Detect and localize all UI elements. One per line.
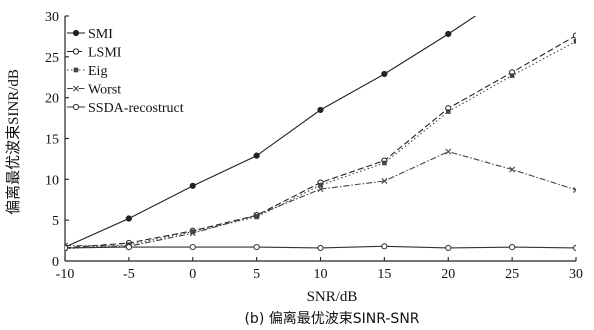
data-point-marker xyxy=(189,244,196,251)
y-tick-label: 20 xyxy=(45,92,59,107)
data-point-marker xyxy=(73,85,79,92)
x-axis-label: SNR/dB xyxy=(307,289,358,305)
x-tick-label: 20 xyxy=(441,267,455,282)
data-point-marker xyxy=(317,106,324,114)
y-tick-label: 30 xyxy=(45,10,59,25)
data-point-marker xyxy=(253,152,260,159)
legend: SMI LSMI Eig Worst SSDA-recostruct xyxy=(67,27,184,116)
data-point-marker xyxy=(317,244,324,252)
x-tick-label: 5 xyxy=(253,267,260,282)
x-tick-label: 30 xyxy=(569,267,583,282)
legend-label: SMI xyxy=(88,27,113,42)
data-point-marker xyxy=(72,48,80,55)
series-line xyxy=(65,40,576,250)
data-point-marker xyxy=(381,243,388,250)
data-point-marker xyxy=(445,30,452,38)
legend-label: LSMI xyxy=(88,46,122,61)
data-point-marker xyxy=(189,230,196,237)
series-smi xyxy=(65,16,477,251)
y-tick-label: 0 xyxy=(52,255,59,270)
x-tick-label: 25 xyxy=(505,267,519,282)
data-point-marker xyxy=(190,229,196,234)
legend-item: SSDA-recostruct xyxy=(67,101,184,116)
figure-caption: (b) 偏离最优波束SINR-SNR xyxy=(244,310,419,327)
data-point-marker xyxy=(125,244,132,251)
data-point-marker xyxy=(445,109,451,114)
legend-item: Worst xyxy=(67,83,121,98)
legend-item: LSMI xyxy=(67,46,122,61)
data-point-marker xyxy=(317,186,324,193)
data-point-marker xyxy=(572,32,576,39)
series-line xyxy=(65,16,477,248)
legend-label: Worst xyxy=(88,83,121,98)
legend-item: Eig xyxy=(67,64,107,79)
data-point-marker xyxy=(254,214,259,220)
x-tick-label: -5 xyxy=(123,267,135,282)
series-lsmi xyxy=(65,32,576,252)
axes: -10 -5 0 5 10 15 20 25 30 0 5 10 15 20 25 30 xyxy=(45,10,583,282)
data-point-marker xyxy=(573,186,576,193)
series-line xyxy=(65,151,576,247)
data-point-marker xyxy=(65,244,69,252)
data-point-marker xyxy=(253,244,260,251)
data-point-marker xyxy=(509,73,515,78)
data-point-marker xyxy=(318,182,323,188)
x-tick-label: 0 xyxy=(189,267,196,282)
data-point-marker xyxy=(125,215,132,222)
y-tick-label: 25 xyxy=(45,51,59,66)
data-point-marker xyxy=(509,244,516,251)
data-point-marker xyxy=(253,212,260,219)
data-point-marker xyxy=(382,160,387,166)
legend-item: SMI xyxy=(67,27,113,42)
series-worst xyxy=(65,148,576,250)
data-point-marker xyxy=(381,70,388,78)
series-ssda-recostruct xyxy=(65,243,576,252)
legend-label: SSDA-recostruct xyxy=(88,101,184,116)
data-point-marker xyxy=(189,182,196,189)
x-tick-label: 10 xyxy=(314,267,328,282)
data-point-marker xyxy=(445,148,452,155)
data-point-marker xyxy=(73,67,79,73)
data-point-marker xyxy=(573,39,576,44)
y-tick-label: 10 xyxy=(45,173,59,188)
data-point-marker xyxy=(445,244,452,252)
y-tick-label: 15 xyxy=(45,133,59,148)
y-axis-label: 偏离最优波束SINR/dB xyxy=(5,69,22,215)
data-point-marker xyxy=(72,103,80,111)
series-eig xyxy=(65,39,576,252)
data-point-marker xyxy=(509,166,516,173)
data-point-marker xyxy=(381,177,388,184)
series-layer xyxy=(65,16,576,252)
data-point-marker xyxy=(72,29,80,37)
data-point-marker xyxy=(572,244,576,252)
x-tick-label: -10 xyxy=(56,267,75,282)
series-line xyxy=(65,35,576,249)
x-tick-label: 15 xyxy=(377,267,391,282)
legend-label: Eig xyxy=(88,64,107,79)
y-tick-label: 5 xyxy=(52,214,59,229)
